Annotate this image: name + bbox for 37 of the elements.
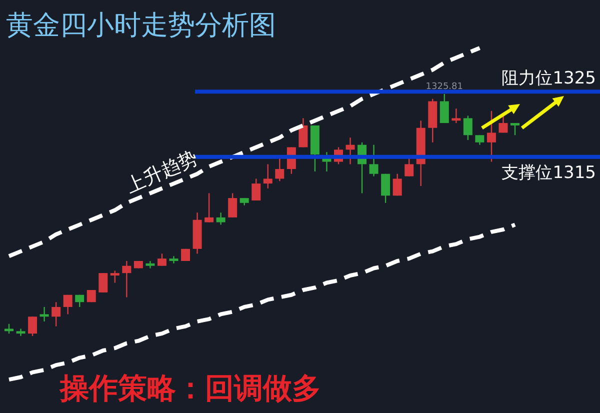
candlestick — [204, 192, 214, 223]
candlestick — [275, 156, 284, 182]
candlestick — [475, 134, 484, 146]
candlestick — [346, 136, 355, 165]
candlestick — [498, 115, 508, 134]
candlestick — [404, 156, 414, 177]
candlestick — [510, 122, 520, 136]
candlestick — [440, 93, 449, 124]
candlestick — [252, 178, 261, 202]
text: 操作策略：回调做多 — [59, 371, 321, 405]
annotation: 1325.81 — [426, 82, 464, 92]
candlestick — [228, 192, 238, 218]
candlestick — [263, 164, 272, 189]
candlestick — [381, 173, 390, 204]
candlestick — [452, 108, 461, 124]
candlestick — [369, 144, 378, 177]
candlestick — [122, 260, 132, 298]
candlestick — [181, 248, 190, 262]
ref-line-label: 阻力位1325 — [502, 68, 596, 89]
candlestick — [4, 323, 14, 334]
candlestick — [157, 253, 166, 266]
candlestick — [392, 173, 402, 196]
candlestick — [486, 110, 496, 162]
candlestick — [63, 294, 72, 315]
candlestick — [40, 306, 49, 322]
chart-title: 黄金四小时走势分析图 — [6, 10, 276, 41]
candlestick — [52, 302, 61, 327]
candlestick — [298, 118, 308, 148]
candlestick — [110, 270, 120, 284]
candlestick — [98, 272, 108, 294]
candlestick — [75, 294, 84, 308]
candlestick — [216, 212, 226, 226]
candlestick — [28, 316, 38, 337]
candlestick — [86, 289, 96, 303]
annotation: 上升趋势 — [122, 146, 202, 198]
ref-line-label: 支撑位1315 — [502, 162, 596, 183]
candlestick — [463, 115, 472, 141]
